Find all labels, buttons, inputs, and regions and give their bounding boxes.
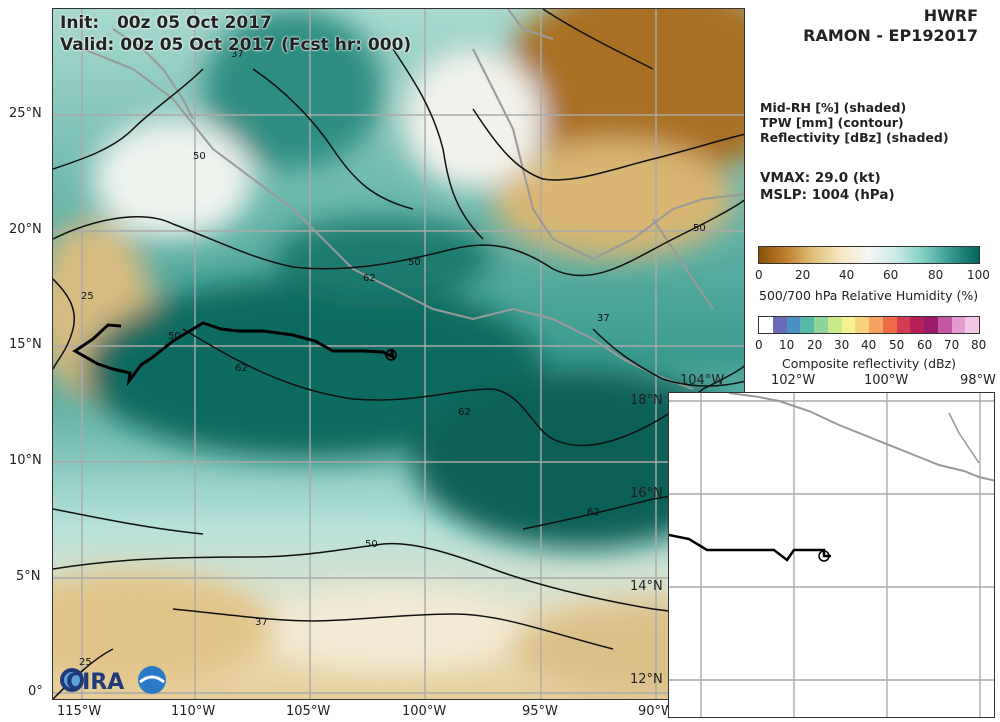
inset-lon-102w: 102°W — [771, 373, 816, 388]
contour-label: 62 — [587, 507, 600, 518]
rh-tick: 100 — [967, 268, 990, 282]
refl-tick: 40 — [861, 338, 877, 352]
refl-tick: 50 — [889, 338, 905, 352]
reflectivity-swatch — [951, 317, 966, 333]
reflectivity-swatch — [814, 317, 828, 333]
inset-lat-16n: 16°N — [630, 486, 663, 501]
field-reflectivity: Reflectivity [dBz] (shaded) — [760, 130, 949, 145]
refl-tick: 10 — [779, 338, 795, 352]
tpw-contours — [53, 9, 744, 699]
inset-canvas — [669, 393, 994, 717]
inset-lat-18n-outer: 18°N — [630, 393, 663, 408]
reflectivity-swatch — [937, 317, 952, 333]
reflectivity-swatch — [910, 317, 924, 333]
storm-track — [72, 321, 396, 387]
reflectivity-swatch — [882, 317, 897, 333]
reflectivity-swatch — [924, 317, 938, 333]
reflectivity-swatch — [786, 317, 801, 333]
lon-label-100w: 100°W — [402, 704, 447, 719]
reflectivity-swatch — [896, 317, 911, 333]
rh-tick: 60 — [883, 268, 899, 282]
reflectivity-colorbar — [758, 316, 980, 334]
init-label: Init: 00z 05 Oct 2017 — [60, 13, 272, 33]
inset-storm-track — [669, 533, 831, 562]
inset-border — [948, 412, 980, 464]
valid-label: Valid: 00z 05 Oct 2017 (Fcst hr: 000) — [60, 35, 412, 55]
refl-tick: 0 — [755, 338, 763, 352]
reflectivity-swatch — [759, 317, 773, 333]
lat-label-0: 0° — [28, 684, 43, 699]
rh-colorbar — [758, 246, 980, 264]
reflectivity-swatch — [855, 317, 869, 333]
lat-label-25n: 25°N — [9, 106, 42, 121]
inset-map: 18°N — [668, 392, 995, 718]
contour-labels: 37 50 62 25 50 62 50 37 62 62 50 37 25 5… — [79, 49, 706, 668]
inset-lon-98w: 98°W — [960, 373, 996, 388]
reflectivity-swatch — [772, 317, 787, 333]
vmax-text: VMAX: 29.0 (kt) — [760, 170, 881, 186]
reflectivity-swatch — [965, 317, 979, 333]
refl-tick: 30 — [834, 338, 850, 352]
lat-label-10n: 10°N — [9, 453, 42, 468]
refl-tick: 20 — [807, 338, 823, 352]
inset-lat-14n: 14°N — [630, 579, 663, 594]
contour-label: 50 — [168, 331, 181, 342]
reflectivity-swatch — [841, 317, 856, 333]
inset-graticule — [669, 393, 994, 717]
storm-title: RAMON - EP192017 — [803, 26, 978, 45]
model-title: HWRF — [923, 6, 978, 25]
inset-lat-12n: 12°N — [630, 672, 663, 687]
lat-label-20n: 20°N — [9, 222, 42, 237]
contour-label: 25 — [79, 657, 92, 668]
main-map: 37 50 62 25 50 62 50 37 62 62 50 37 25 5… — [52, 8, 745, 700]
cira-logo: CIRA — [58, 664, 170, 696]
refl-tick: 80 — [971, 338, 987, 352]
refl-colorbar-title: Composite reflectivity (dBz) — [782, 356, 957, 371]
contour-label: 50 — [193, 151, 206, 162]
field-rh: Mid-RH [%] (shaded) — [760, 100, 907, 115]
reflectivity-swatch — [800, 317, 814, 333]
inset-coastline — [728, 393, 994, 482]
mslp-text: MSLP: 1004 (hPa) — [760, 187, 895, 203]
lon-label-90w: 90°W — [638, 704, 674, 719]
reflectivity-swatch — [827, 317, 842, 333]
contour-label: 62 — [458, 407, 471, 418]
inset-storm-center-marker — [818, 550, 830, 562]
lat-label-15n: 15°N — [9, 337, 42, 352]
rh-tick: 0 — [755, 268, 763, 282]
contour-label: 50 — [693, 223, 706, 234]
field-tpw: TPW [mm] (contour) — [760, 115, 904, 130]
contour-label: 25 — [81, 291, 94, 302]
logo-text: CIRA — [66, 670, 124, 695]
inset-lon-104w: 104°W — [680, 373, 725, 388]
reflectivity-swatch — [869, 317, 883, 333]
init-value: 00z 05 Oct 2017 — [116, 13, 272, 33]
contour-label: 62 — [235, 363, 248, 374]
rh-tick: 40 — [839, 268, 855, 282]
rh-colorbar-title: 500/700 hPa Relative Humidity (%) — [759, 288, 979, 303]
valid-value: 00z 05 Oct 2017 (Fcst hr: 000) — [120, 35, 412, 55]
contour-label: 50 — [408, 257, 421, 268]
rh-tick: 80 — [928, 268, 944, 282]
refl-tick: 60 — [917, 338, 933, 352]
refl-tick: 70 — [944, 338, 960, 352]
contour-label: 62 — [363, 273, 376, 284]
lon-label-110w: 110°W — [171, 704, 216, 719]
contour-label: 50 — [365, 539, 378, 550]
coastline — [82, 9, 744, 390]
storm-center-marker — [385, 349, 397, 361]
lon-label-95w: 95°W — [522, 704, 558, 719]
contour-label: 37 — [255, 617, 268, 628]
lon-label-105w: 105°W — [286, 704, 331, 719]
contour-label: 37 — [597, 313, 610, 324]
inset-lon-100w: 100°W — [864, 373, 909, 388]
lon-label-115w: 115°W — [57, 704, 102, 719]
rh-tick: 20 — [795, 268, 811, 282]
lat-label-5n: 5°N — [16, 569, 41, 584]
contour-label: 37 — [231, 49, 244, 60]
map-canvas: 37 50 62 25 50 62 50 37 62 62 50 37 25 5… — [53, 9, 744, 699]
